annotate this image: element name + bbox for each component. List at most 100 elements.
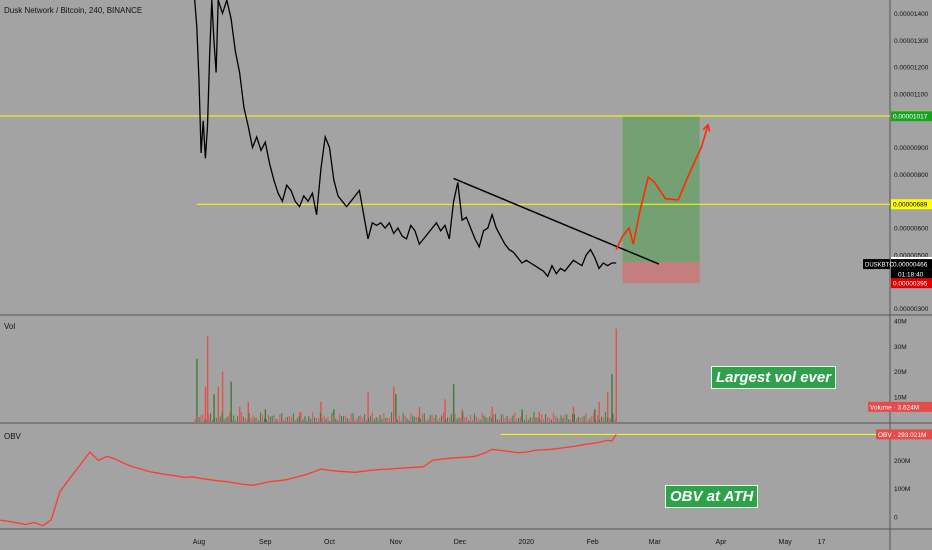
price-tick-label: 0.00001100 (894, 91, 928, 98)
time-tick-label: May (779, 539, 793, 546)
trendline (453, 177, 660, 265)
volume-bar (394, 416, 396, 422)
volume-bar (221, 412, 223, 422)
volume-bar (537, 417, 539, 422)
volume-bar (273, 415, 275, 422)
volume-bar (269, 416, 271, 422)
volume-bar (527, 419, 529, 422)
volume-bar (514, 412, 516, 422)
volume-bar (550, 419, 552, 422)
stop-zone (622, 261, 700, 284)
volume-bar (433, 417, 435, 422)
volume-bar (520, 416, 522, 422)
volume-bar (574, 413, 576, 422)
volume-bar (615, 328, 617, 422)
symbol-tag-label: DUSKBTC (865, 263, 894, 269)
volume-bar (512, 415, 514, 422)
volume-bar (362, 417, 364, 422)
volume-bar (283, 419, 285, 422)
volume-bar (491, 406, 493, 422)
volume-bar (292, 413, 294, 422)
obv-marker (876, 429, 932, 440)
volume-bar (446, 417, 448, 422)
volume-bar (260, 412, 262, 422)
price-tick-label: 0.00000900 (894, 145, 929, 152)
volume-bar (444, 399, 446, 422)
volume-bar (454, 413, 456, 422)
volume-bar (583, 415, 585, 422)
volume-bar (262, 414, 264, 422)
price-tick-label: 0.00000600 (894, 226, 929, 233)
volume-bar (212, 419, 214, 422)
volume-bar (281, 413, 283, 422)
volume-bar (575, 418, 577, 422)
price-marker-label: 0.00000466 (893, 262, 928, 269)
volume-bar (375, 416, 377, 422)
volume-bar (579, 417, 581, 422)
volume-bar (564, 414, 566, 422)
time-tick-label: Feb (587, 539, 599, 546)
volume-bar (531, 417, 533, 422)
volume-bar (225, 418, 227, 422)
obv-tick-label: 100M (894, 486, 910, 493)
volume-bar (468, 420, 470, 422)
volume-bar (461, 409, 463, 422)
volume-bar (581, 416, 583, 422)
volume-bar (219, 416, 221, 422)
volume-bar (408, 420, 410, 422)
volume-bar (235, 420, 237, 422)
volume-bar (244, 417, 246, 422)
volume-bar (539, 419, 541, 422)
volume-tick-label: 40M (894, 319, 907, 326)
volume-bar (418, 406, 421, 422)
price-tick-label: 0.00000300 (894, 306, 929, 313)
volume-bar (425, 419, 427, 422)
volume-bar (598, 401, 600, 422)
volume-bar (367, 418, 369, 422)
volume-bar (502, 414, 504, 422)
volume-bar (475, 416, 477, 422)
volume-bar (508, 418, 510, 422)
volume-bar (285, 417, 287, 422)
volume-bar (354, 419, 356, 422)
volume-bar (321, 417, 323, 422)
volume-bar (206, 336, 209, 422)
volume-bar (348, 419, 350, 422)
volume-bar (264, 418, 266, 422)
volume-bar (360, 415, 362, 422)
volume-bar (377, 418, 379, 422)
volume-bar (529, 417, 531, 422)
volume-bar (233, 415, 235, 422)
volume-bar (312, 412, 314, 422)
volume-bar (393, 386, 395, 422)
volume-bar (356, 418, 358, 422)
volume-bar (391, 412, 393, 422)
volume-bar (471, 419, 473, 422)
obv-tick-label: 0 (894, 514, 898, 521)
volume-bar (522, 413, 524, 422)
volume-bar (402, 413, 404, 422)
volume-bar (246, 419, 248, 422)
price-marker (891, 199, 932, 210)
volume-bar (373, 419, 375, 422)
volume-bar (589, 418, 591, 422)
volume-bar (279, 413, 281, 422)
volume-bar (541, 414, 543, 422)
volume-bar (317, 418, 319, 422)
volume-bar (275, 418, 277, 422)
volume-bar (600, 416, 602, 422)
price-tick-label: 0.00001400 (894, 11, 929, 18)
volume-marker (868, 401, 932, 412)
volume-bar (304, 416, 306, 422)
volume-bar (327, 416, 329, 422)
volume-bar (458, 417, 460, 422)
volume-bar (450, 414, 452, 422)
volume-tick-label: 10M (894, 394, 907, 401)
volume-bar (552, 412, 554, 422)
volume-bar (418, 417, 420, 422)
chart-title: Dusk Network / Bitcoin, 240, BINANCE (4, 6, 143, 15)
volume-bar (302, 419, 304, 422)
volume-bar (208, 414, 210, 422)
volume-bar (535, 417, 537, 422)
volume-bar (460, 417, 462, 422)
